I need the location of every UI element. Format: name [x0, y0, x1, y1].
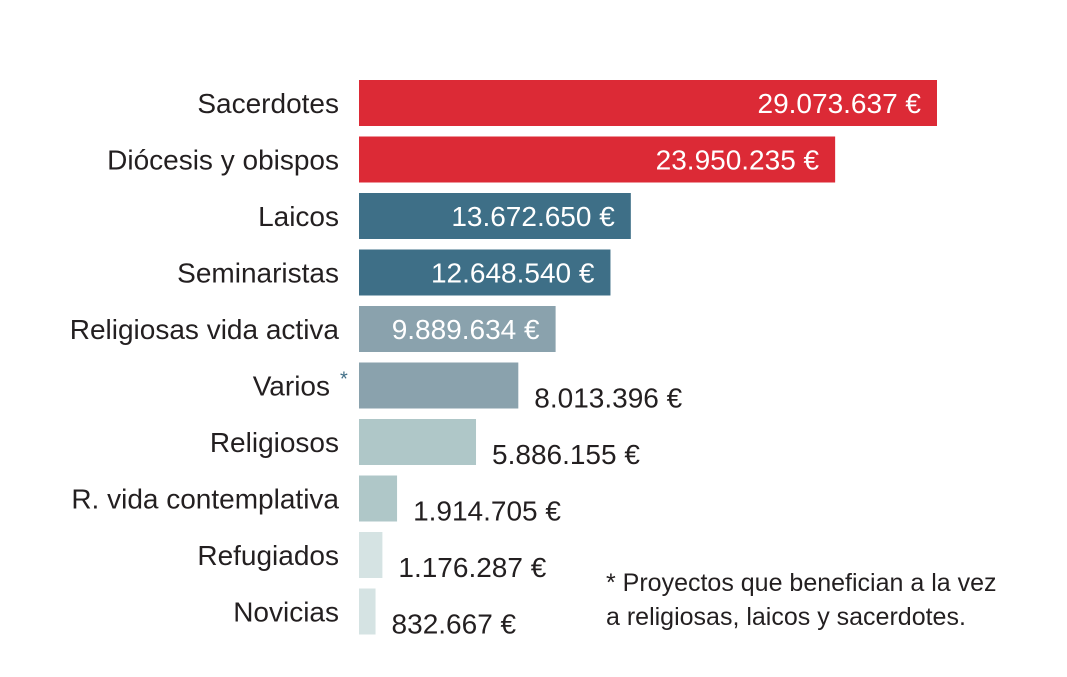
bar-4: [359, 249, 611, 296]
value-label: 5.886.155 €: [492, 439, 640, 470]
value-label: 9.889.634 €: [392, 314, 540, 345]
value-label: 1.176.287 €: [398, 552, 546, 583]
bar-10: [359, 588, 376, 635]
bar-6: [359, 362, 519, 409]
bar-3: [359, 193, 631, 239]
bar-8: [359, 475, 398, 522]
value-label: 23.950.235 €: [656, 145, 820, 176]
category-label: Varios: [253, 371, 330, 402]
category-label: R. vida contemplativa: [71, 484, 339, 515]
category-label: Religiosas vida activa: [70, 314, 340, 345]
value-label: 832.667 €: [392, 609, 517, 640]
bar-1: [359, 80, 937, 126]
bar-5: [359, 306, 556, 352]
category-label: Refugiados: [197, 540, 339, 571]
value-label: 29.073.637 €: [758, 88, 922, 119]
footnote: * Proyectos que benefician a la vez a re…: [606, 569, 997, 631]
value-label: 1.914.705 €: [413, 496, 561, 527]
category-label: Laicos: [258, 201, 339, 232]
category-label: Novicias: [233, 597, 339, 628]
value-label: 13.672.650 €: [451, 201, 615, 232]
bar-9: [359, 532, 383, 578]
footnote-marker: *: [340, 369, 348, 391]
category-label: Seminaristas: [177, 258, 339, 289]
bar-2: [359, 136, 836, 183]
bar-7: [359, 419, 477, 465]
category-label: Religiosos: [210, 427, 339, 458]
value-label: 12.648.540 €: [431, 258, 595, 289]
category-label: Sacerdotes: [197, 88, 339, 119]
category-label: Diócesis y obispos: [107, 145, 339, 176]
value-label: 8.013.396 €: [534, 383, 682, 414]
